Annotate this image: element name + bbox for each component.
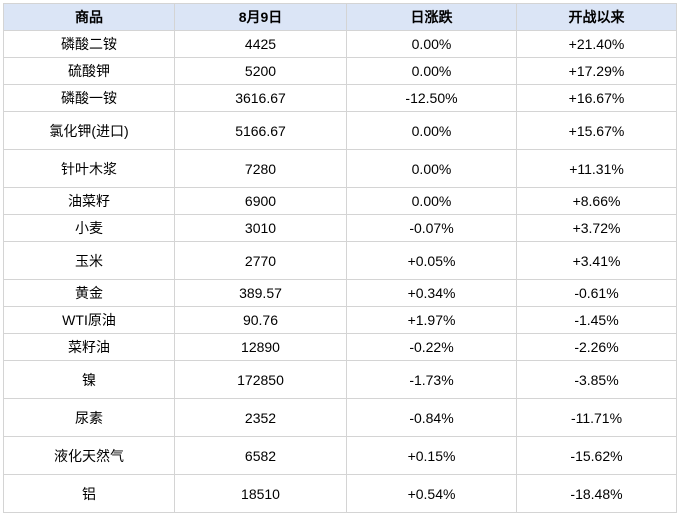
header-date: 8月9日 — [174, 3, 347, 31]
since-start-cell: +8.66% — [516, 187, 677, 215]
daily-change-cell: +0.54% — [346, 474, 517, 513]
daily-change-cell: -0.07% — [346, 214, 517, 242]
commodity-name-cell: 磷酸二铵 — [3, 30, 175, 58]
table-row: 尿素 2352 -0.84% -11.71% — [3, 398, 677, 437]
price-cell: 2352 — [174, 398, 347, 437]
price-cell: 2770 — [174, 241, 347, 280]
table-row: 磷酸二铵 4425 0.00% +21.40% — [3, 30, 677, 58]
table-row: 磷酸一铵 3616.67 -12.50% +16.67% — [3, 84, 677, 112]
since-start-cell: +11.31% — [516, 149, 677, 188]
since-start-cell: -0.61% — [516, 279, 677, 307]
table-body: 磷酸二铵 4425 0.00% +21.40% 硫酸钾 5200 0.00% +… — [3, 30, 677, 513]
since-start-cell: +17.29% — [516, 57, 677, 85]
table-row: 氯化钾(进口) 5166.67 0.00% +15.67% — [3, 111, 677, 150]
commodity-price-table: 商品 8月9日 日涨跌 开战以来 磷酸二铵 4425 0.00% +21.40%… — [3, 3, 677, 513]
daily-change-cell: -12.50% — [346, 84, 517, 112]
header-row: 商品 8月9日 日涨跌 开战以来 — [3, 3, 677, 31]
daily-change-cell: -1.73% — [346, 360, 517, 399]
since-start-cell: -18.48% — [516, 474, 677, 513]
commodity-name-cell: 氯化钾(进口) — [3, 111, 175, 150]
since-start-cell: -2.26% — [516, 333, 677, 361]
since-start-cell: -15.62% — [516, 436, 677, 475]
price-cell: 389.57 — [174, 279, 347, 307]
header-daily-change: 日涨跌 — [346, 3, 517, 31]
price-cell: 5200 — [174, 57, 347, 85]
price-cell: 5166.67 — [174, 111, 347, 150]
commodity-name-cell: 镍 — [3, 360, 175, 399]
price-cell: 90.76 — [174, 306, 347, 334]
commodity-name-cell: 菜籽油 — [3, 333, 175, 361]
since-start-cell: +3.72% — [516, 214, 677, 242]
daily-change-cell: 0.00% — [346, 57, 517, 85]
commodity-name-cell: 玉米 — [3, 241, 175, 280]
commodity-name-cell: 尿素 — [3, 398, 175, 437]
daily-change-cell: 0.00% — [346, 111, 517, 150]
daily-change-cell: +0.15% — [346, 436, 517, 475]
commodity-name-cell: 液化天然气 — [3, 436, 175, 475]
since-start-cell: +16.67% — [516, 84, 677, 112]
daily-change-cell: +0.05% — [346, 241, 517, 280]
header-since-start: 开战以来 — [516, 3, 677, 31]
table-header: 商品 8月9日 日涨跌 开战以来 — [3, 3, 677, 31]
table-row: 铝 18510 +0.54% -18.48% — [3, 474, 677, 513]
commodity-name-cell: 磷酸一铵 — [3, 84, 175, 112]
table-row: 针叶木浆 7280 0.00% +11.31% — [3, 149, 677, 188]
since-start-cell: +15.67% — [516, 111, 677, 150]
since-start-cell: +3.41% — [516, 241, 677, 280]
commodity-name-cell: 铝 — [3, 474, 175, 513]
table-row: WTI原油 90.76 +1.97% -1.45% — [3, 306, 677, 334]
table-row: 菜籽油 12890 -0.22% -2.26% — [3, 333, 677, 361]
since-start-cell: +21.40% — [516, 30, 677, 58]
daily-change-cell: 0.00% — [346, 149, 517, 188]
since-start-cell: -1.45% — [516, 306, 677, 334]
commodity-name-cell: 硫酸钾 — [3, 57, 175, 85]
daily-change-cell: +0.34% — [346, 279, 517, 307]
table-row: 玉米 2770 +0.05% +3.41% — [3, 241, 677, 280]
commodity-name-cell: 小麦 — [3, 214, 175, 242]
price-cell: 3616.67 — [174, 84, 347, 112]
daily-change-cell: 0.00% — [346, 187, 517, 215]
price-cell: 12890 — [174, 333, 347, 361]
header-commodity: 商品 — [3, 3, 175, 31]
table-row: 硫酸钾 5200 0.00% +17.29% — [3, 57, 677, 85]
table-row: 油菜籽 6900 0.00% +8.66% — [3, 187, 677, 215]
daily-change-cell: -0.84% — [346, 398, 517, 437]
table-row: 小麦 3010 -0.07% +3.72% — [3, 214, 677, 242]
price-cell: 172850 — [174, 360, 347, 399]
table-row: 液化天然气 6582 +0.15% -15.62% — [3, 436, 677, 475]
since-start-cell: -11.71% — [516, 398, 677, 437]
daily-change-cell: 0.00% — [346, 30, 517, 58]
commodity-name-cell: 黄金 — [3, 279, 175, 307]
since-start-cell: -3.85% — [516, 360, 677, 399]
price-cell: 18510 — [174, 474, 347, 513]
table-row: 镍 172850 -1.73% -3.85% — [3, 360, 677, 399]
commodity-name-cell: WTI原油 — [3, 306, 175, 334]
commodity-name-cell: 油菜籽 — [3, 187, 175, 215]
commodity-name-cell: 针叶木浆 — [3, 149, 175, 188]
daily-change-cell: +1.97% — [346, 306, 517, 334]
price-cell: 3010 — [174, 214, 347, 242]
price-cell: 6582 — [174, 436, 347, 475]
price-cell: 6900 — [174, 187, 347, 215]
price-cell: 4425 — [174, 30, 347, 58]
price-cell: 7280 — [174, 149, 347, 188]
table-row: 黄金 389.57 +0.34% -0.61% — [3, 279, 677, 307]
daily-change-cell: -0.22% — [346, 333, 517, 361]
